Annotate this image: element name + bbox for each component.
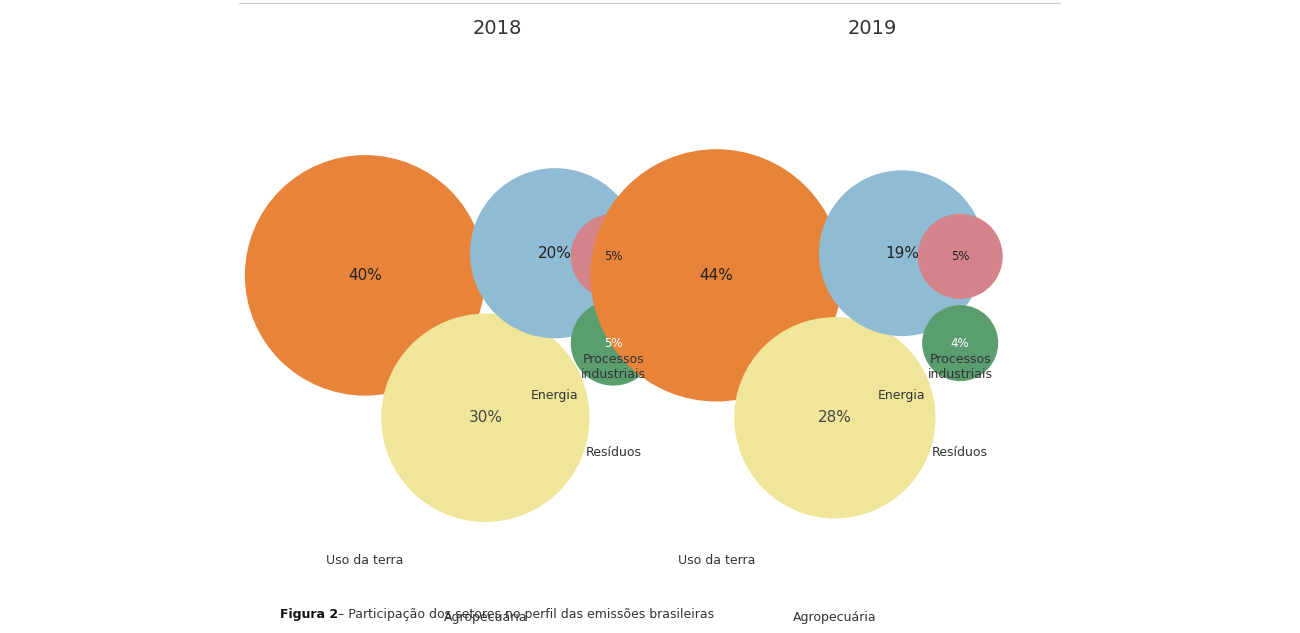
Circle shape xyxy=(819,170,985,336)
Circle shape xyxy=(734,317,936,518)
Text: 40%: 40% xyxy=(348,268,382,283)
Text: Processos
industriais: Processos industriais xyxy=(928,353,993,381)
Circle shape xyxy=(471,168,640,338)
Circle shape xyxy=(571,301,655,385)
Text: – Participação dos setores no perfil das emissões brasileiras: – Participação dos setores no perfil das… xyxy=(334,608,714,620)
Text: 2019: 2019 xyxy=(848,19,897,38)
Text: Uso da terra: Uso da terra xyxy=(326,554,404,567)
Text: 30%: 30% xyxy=(468,410,502,425)
Text: Agropecuária: Agropecuária xyxy=(793,611,876,624)
Text: Resíduos: Resíduos xyxy=(932,446,988,459)
Circle shape xyxy=(590,149,842,401)
Text: 5%: 5% xyxy=(604,337,623,349)
Circle shape xyxy=(244,155,485,396)
Text: 4%: 4% xyxy=(950,337,970,349)
Text: Processos
industriais: Processos industriais xyxy=(581,353,646,381)
Text: Uso da terra: Uso da terra xyxy=(677,554,755,567)
Text: 5%: 5% xyxy=(950,250,970,263)
Circle shape xyxy=(922,305,998,381)
Text: 2018: 2018 xyxy=(473,19,523,38)
Text: Energia: Energia xyxy=(532,389,578,402)
Circle shape xyxy=(381,313,590,522)
Text: 20%: 20% xyxy=(538,246,572,261)
Text: 44%: 44% xyxy=(699,268,733,283)
Circle shape xyxy=(571,214,655,299)
Text: Resíduos: Resíduos xyxy=(585,446,641,459)
Text: 5%: 5% xyxy=(604,250,623,263)
Text: 19%: 19% xyxy=(885,246,919,261)
Text: Figura 2: Figura 2 xyxy=(280,608,338,620)
Text: Energia: Energia xyxy=(878,389,926,402)
Text: 28%: 28% xyxy=(818,410,852,425)
Circle shape xyxy=(918,214,1002,299)
Text: Agropecuária: Agropecuária xyxy=(443,611,528,624)
